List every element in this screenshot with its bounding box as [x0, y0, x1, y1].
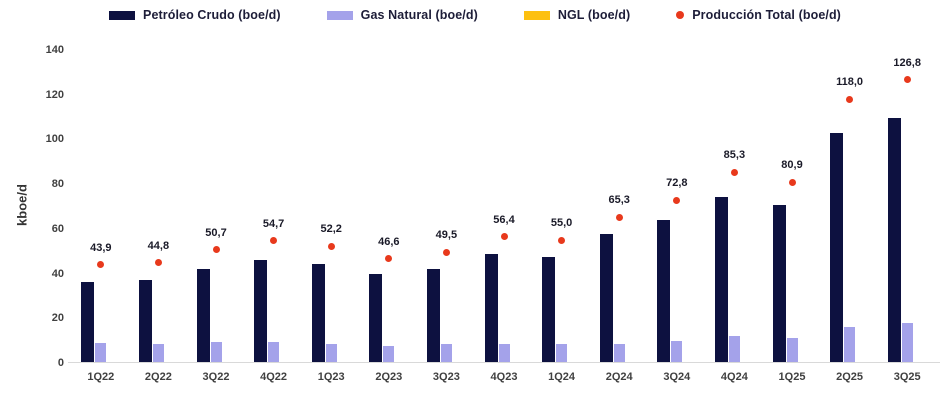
bar-gas-natural-boe-d: [210, 341, 222, 362]
bar-petr-leo-crudo-boe-d: [542, 256, 556, 362]
total-production-marker: [846, 95, 854, 103]
bar-petr-leo-crudo-boe-d: [599, 234, 613, 362]
total-production-marker: [673, 196, 681, 204]
total-production-marker: [788, 178, 796, 186]
y-axis-tick-label: 140: [45, 44, 64, 56]
legend-item-ngl-boe-d: NGL (boe/d): [523, 8, 631, 22]
x-axis-tick-label: 4Q22: [260, 371, 288, 383]
bar-petr-leo-crudo-boe-d: [657, 219, 671, 362]
total-production-marker: [615, 213, 623, 221]
total-production-marker: [154, 259, 162, 267]
legend-label: Petróleo Crudo (boe/d): [143, 8, 281, 22]
total-data-label: 65,3: [608, 194, 630, 207]
x-axis-tick-label: 3Q22: [202, 371, 230, 383]
x-axis-tick-label: 1Q23: [317, 371, 345, 383]
legend-label: NGL (boe/d): [557, 8, 631, 22]
bar-petr-leo-crudo-boe-d: [196, 268, 210, 362]
total-data-label: 50,7: [205, 226, 227, 239]
total-production-marker: [500, 233, 508, 241]
bar-gas-natural-boe-d: [556, 344, 568, 362]
bar-gas-natural-boe-d: [383, 346, 395, 362]
x-axis-tick-label: 4Q24: [720, 371, 748, 383]
legend-bar-swatch-petr-leo-crudo-boe-d: [109, 10, 136, 20]
legend-bar-swatch-ngl-boe-d: [523, 10, 550, 20]
total-production-marker: [730, 168, 738, 176]
bar-gas-natural-boe-d: [95, 343, 107, 362]
chart-legend: Petróleo Crudo (boe/d) Gas Natural (boe/d…: [0, 8, 950, 22]
total-production-marker: [212, 246, 220, 254]
bar-gas-natural-boe-d: [152, 343, 164, 362]
total-data-label: 55,0: [550, 217, 573, 230]
y-axis-tick-label: 60: [51, 222, 64, 235]
bar-petr-leo-crudo-boe-d: [311, 263, 325, 362]
bar-petr-leo-crudo-boe-d: [138, 280, 152, 362]
total-data-label: 54,7: [262, 217, 285, 230]
y-axis-tick-label: 20: [51, 312, 64, 325]
y-axis-tick-label: 120: [45, 88, 64, 101]
total-production-marker: [903, 76, 911, 83]
legend-item-producci-n-total-boe-d: Producción Total (boe/d): [676, 8, 841, 22]
total-production-marker: [442, 248, 450, 256]
total-data-label: 72,8: [666, 177, 688, 190]
bar-petr-leo-crudo-boe-d: [714, 197, 728, 362]
bar-gas-natural-boe-d: [613, 343, 625, 362]
bar-gas-natural-boe-d: [786, 337, 798, 362]
bar-petr-leo-crudo-boe-d: [254, 260, 268, 362]
x-axis-tick-label: 3Q23: [432, 371, 460, 383]
plot-area: 0 20 40 60 80 100 120 140 43,9 1Q22 44,8 2Q22 50,7 3Q…: [46, 44, 940, 383]
x-axis-tick-label: 1Q25: [778, 371, 806, 383]
legend-label: Gas Natural (boe/d): [360, 8, 478, 22]
bar-gas-natural-boe-d: [498, 344, 510, 362]
y-axis-tick-label: 80: [51, 178, 64, 191]
bar-gas-natural-boe-d: [325, 343, 337, 362]
total-production-marker: [385, 255, 393, 263]
legend-label: Producción Total (boe/d): [692, 8, 841, 22]
x-axis-tick-label: 3Q25: [893, 371, 921, 383]
x-axis-tick-label: 2Q22: [144, 371, 172, 383]
bar-gas-natural-boe-d: [671, 341, 683, 362]
total-data-label: 56,4: [493, 213, 515, 226]
total-data-label: 126,8: [893, 56, 921, 69]
total-data-label: 85,3: [723, 149, 746, 162]
legend-item-petr-leo-crudo-boe-d: Petróleo Crudo (boe/d): [109, 8, 281, 22]
bar-petr-leo-crudo-boe-d: [772, 205, 786, 362]
x-axis-tick-label: 1Q22: [87, 371, 115, 383]
y-axis-tick-label: 100: [45, 133, 64, 146]
legend-item-gas-natural-boe-d: Gas Natural (boe/d): [326, 8, 478, 22]
total-production-marker: [327, 242, 335, 250]
bar-petr-leo-crudo-boe-d: [484, 253, 498, 362]
x-axis-tick-label: 2Q25: [836, 371, 864, 383]
bar-petr-leo-crudo-boe-d: [81, 282, 95, 362]
bar-gas-natural-boe-d: [268, 341, 280, 362]
total-production-marker: [97, 261, 105, 269]
total-data-label: 44,8: [147, 239, 170, 252]
y-axis-title: kboe/d: [14, 184, 30, 226]
total-data-label: 43,9: [90, 241, 112, 254]
bar-petr-leo-crudo-boe-d: [426, 269, 440, 362]
total-production-marker: [558, 236, 566, 244]
x-axis-line: [68, 362, 940, 363]
bar-gas-natural-boe-d: [728, 335, 740, 362]
x-axis-tick-label: 1Q24: [548, 371, 576, 383]
total-data-label: 80,9: [781, 159, 803, 172]
bar-petr-leo-crudo-boe-d: [887, 117, 901, 362]
bar-gas-natural-boe-d: [901, 322, 913, 362]
legend-bar-swatch-gas-natural-boe-d: [326, 10, 353, 20]
legend-dot-swatch-producci-n-total-boe-d: [676, 11, 685, 19]
y-axis-tick-label: 0: [57, 357, 64, 369]
bar-petr-leo-crudo-boe-d: [830, 133, 844, 362]
x-axis-tick-label: 4Q23: [490, 371, 518, 383]
total-production-marker: [270, 237, 278, 245]
bar-gas-natural-boe-d: [440, 344, 452, 362]
x-axis-tick-label: 2Q23: [375, 371, 403, 383]
total-data-label: 118,0: [836, 76, 864, 89]
x-axis-tick-label: 2Q24: [605, 371, 633, 383]
total-data-label: 46,6: [378, 235, 400, 248]
bar-gas-natural-boe-d: [844, 327, 856, 362]
total-data-label: 52,2: [320, 223, 342, 236]
y-axis-tick-label: 40: [51, 267, 64, 280]
bar-petr-leo-crudo-boe-d: [369, 273, 383, 362]
x-axis-tick-label: 3Q24: [663, 371, 691, 383]
total-data-label: 49,5: [435, 229, 458, 242]
